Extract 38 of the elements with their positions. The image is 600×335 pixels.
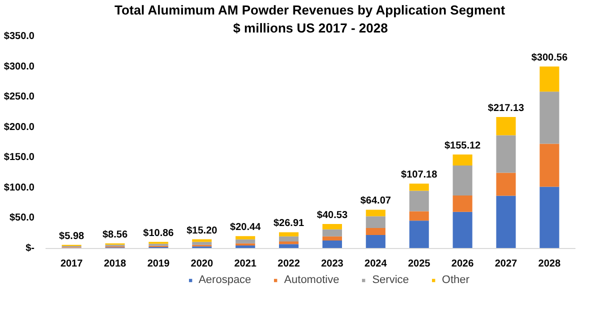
x-tick-label: 2019 (147, 258, 170, 270)
total-label: $26.91 (273, 218, 305, 230)
x-tick-label: 2027 (494, 258, 518, 270)
legend-label: Service (372, 274, 409, 286)
y-tick-label: $100.0 (4, 182, 35, 194)
x-tick-label: 2021 (234, 258, 257, 270)
x-tick-label: 2022 (278, 258, 300, 270)
y-tick-label: $250.0 (4, 92, 35, 103)
x-tick-label: 2024 (364, 258, 388, 270)
x-tick-label: 2025 (408, 258, 431, 270)
y-tick-label: $350.0 (4, 31, 35, 42)
total-label: $20.44 (230, 222, 262, 234)
legend-label: Automotive (284, 274, 340, 286)
total-label: $217.13 (488, 102, 525, 114)
y-tick-label: $50.0 (9, 212, 35, 224)
x-tick-label: 2028 (538, 258, 561, 270)
chart-subtitle: $ millions US 2017 - 2028 (233, 20, 388, 36)
y-tick-label: $150.0 (4, 152, 35, 164)
total-label: $40.53 (316, 210, 348, 221)
total-label: $300.56 (531, 52, 568, 64)
total-label: $10.86 (143, 228, 174, 239)
total-label: $8.56 (102, 229, 128, 240)
y-tick-label: $200.0 (4, 122, 35, 133)
y-tick-label: $- (26, 243, 35, 254)
total-label: $64.07 (360, 196, 392, 207)
total-label: $155.12 (444, 140, 482, 152)
x-tick-label: 2017 (60, 258, 84, 270)
total-label: $107.18 (401, 170, 438, 181)
x-tick-label: 2018 (104, 258, 127, 270)
legend-label: Aerospace (198, 274, 252, 286)
legend-label: Other (442, 274, 470, 286)
chart-title: Total Alumimum AM Powder Revenues by Application Segment (114, 2, 506, 18)
total-label: $5.98 (59, 230, 85, 242)
x-tick-label: 2023 (321, 258, 344, 270)
x-tick-label: 2026 (451, 258, 474, 270)
x-tick-label: 2020 (190, 258, 214, 270)
total-label: $15.20 (186, 225, 218, 236)
y-tick-label: $300.0 (4, 61, 35, 72)
